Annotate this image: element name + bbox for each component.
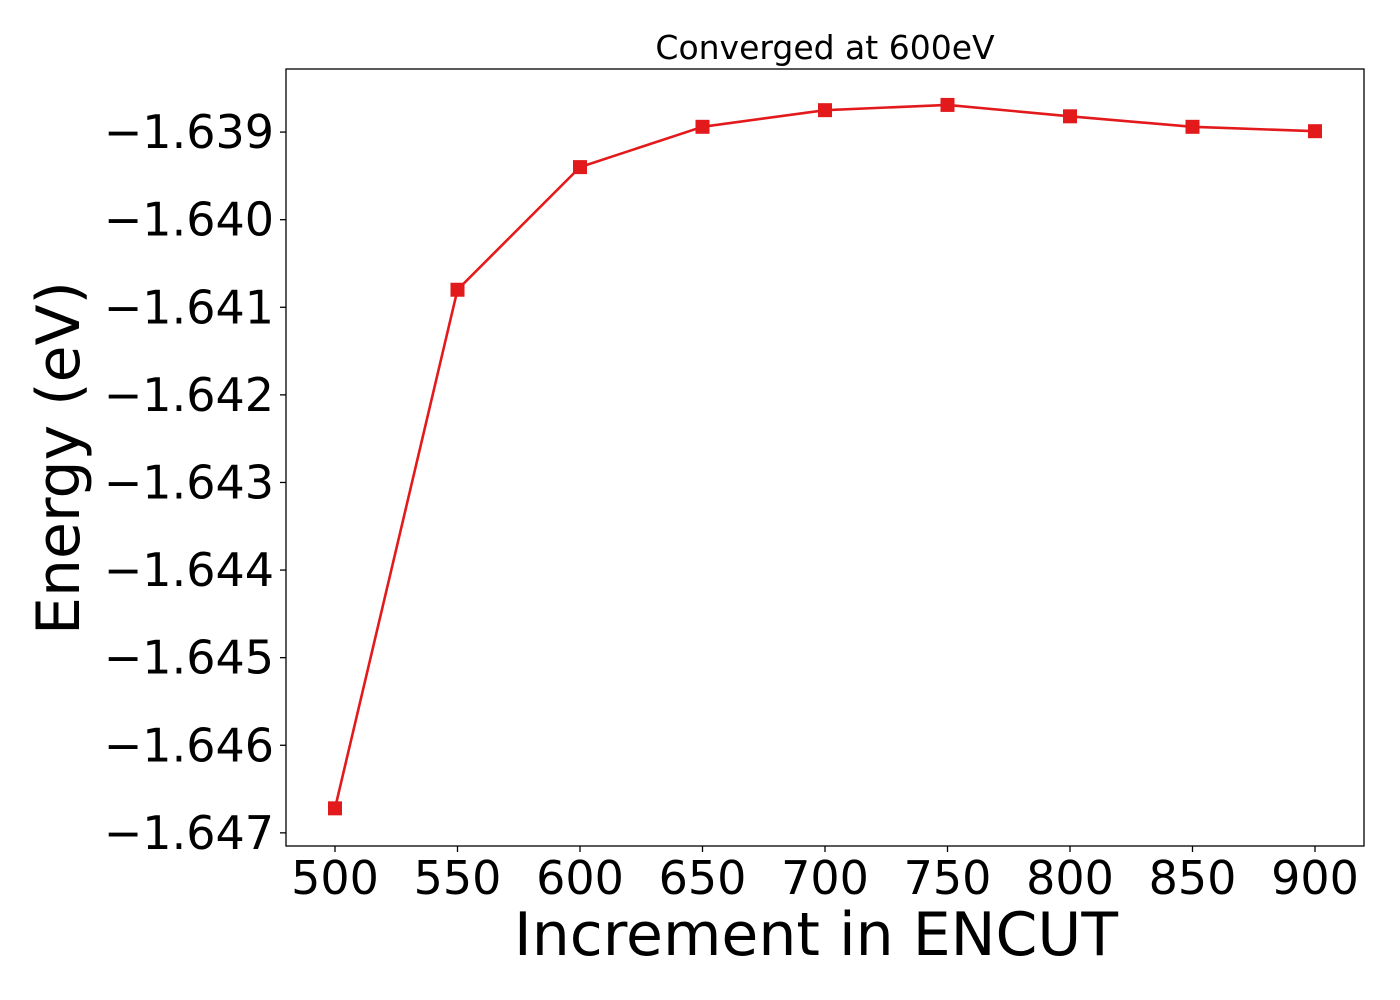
x-tick-label: 800: [1026, 851, 1114, 905]
y-axis: −1.647 −1.646 −1.645 −1.644 −1.643 −1.642 −1.6…: [104, 105, 286, 860]
data-point-marker: [573, 160, 587, 175]
x-axis-title: Increment in ENCUT: [514, 900, 1118, 970]
y-tick-label: −1.641: [104, 280, 274, 334]
series-layer: [328, 97, 1322, 816]
x-tick-label: 750: [904, 851, 992, 905]
y-tick-label: −1.644: [104, 543, 274, 597]
data-point-marker: [818, 103, 832, 118]
x-tick-label: 500: [291, 851, 379, 905]
y-tick-label: −1.640: [104, 193, 274, 247]
data-point-marker: [1063, 109, 1077, 124]
y-tick-label: −1.639: [104, 105, 274, 159]
y-axis-title: Energy (eV): [24, 281, 94, 635]
data-point-marker: [1308, 124, 1322, 139]
x-tick-label: 600: [536, 851, 624, 905]
y-tick-label: −1.645: [104, 631, 274, 685]
x-tick-label: 850: [1149, 851, 1237, 905]
data-point-marker: [1185, 119, 1200, 134]
x-axis: 500 550 600 650 700 750 800 850 900: [291, 846, 1359, 905]
data-point-marker: [450, 282, 465, 297]
data-point-marker: [940, 97, 955, 112]
data-point-marker: [695, 119, 710, 134]
y-tick-label: −1.646: [104, 718, 274, 772]
x-tick-label: 900: [1271, 851, 1359, 905]
y-tick-label: −1.643: [104, 455, 274, 509]
x-tick-label: 550: [414, 851, 502, 905]
x-tick-label: 650: [659, 851, 747, 905]
y-tick-label: −1.647: [104, 806, 274, 860]
x-tick-label: 700: [781, 851, 869, 905]
y-tick-label: −1.642: [104, 368, 274, 422]
data-point-marker: [328, 801, 342, 816]
chart-title: Converged at 600eV: [655, 28, 995, 67]
